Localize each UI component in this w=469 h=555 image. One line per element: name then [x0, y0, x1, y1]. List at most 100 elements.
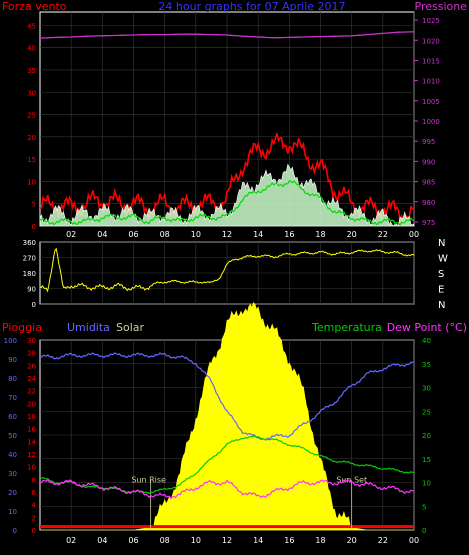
compass-label: N [438, 300, 445, 311]
direction-panel-marks [39, 247, 415, 293]
temp-tick-label: 10 [422, 480, 431, 488]
humidity-tick-label: 10 [8, 508, 17, 516]
gust-series-line [39, 132, 415, 225]
wind-average-series-line [39, 180, 415, 226]
x-tick-label: 00 [409, 536, 419, 545]
rain-series-bar [40, 525, 414, 529]
rain-tick-label: 12 [27, 451, 36, 459]
rain-tick-label: 22 [27, 388, 36, 396]
temp-tick-label: 40 [422, 337, 431, 345]
left-tick-label: 40 [27, 45, 36, 53]
x-tick-label: 06 [128, 536, 138, 545]
wind-panel-title: 24 hour graphs for 07 Aprile 2017 [158, 0, 345, 13]
temp-tick-label: 30 [422, 385, 431, 393]
wind-direction-series-line [39, 247, 415, 293]
humidity-tick-label: 30 [8, 470, 17, 478]
right-tick-label: 1025 [422, 17, 440, 25]
humidity-tick-label: 70 [8, 394, 17, 402]
dewpoint-axis-label: Dew Point (°C) [387, 321, 467, 334]
right-tick-label: 990 [422, 158, 435, 166]
humidity-tick-label: 80 [8, 375, 17, 383]
left-tick-label: 15 [27, 156, 36, 164]
x-tick-label: 20 [347, 536, 357, 545]
x-tick-label: 22 [378, 230, 388, 239]
left-tick-label: 10 [27, 178, 36, 186]
rain-tick-label: 18 [27, 413, 36, 421]
wind-panel-ticks: 0510152025303540459759809859909951000100… [27, 17, 440, 239]
rain-tick-label: 8 [32, 476, 36, 484]
direction-tick-label: 360 [23, 239, 36, 247]
wind-panel-marks [39, 31, 415, 227]
x-tick-label: 18 [315, 230, 325, 239]
rain-tick-label: 26 [27, 362, 36, 370]
wind-panel-right-label: Pressione [415, 0, 468, 13]
left-tick-label: 5 [32, 201, 36, 209]
rain-tick-label: 14 [27, 438, 36, 446]
compass-label: S [438, 269, 444, 280]
humidity-tick-label: 50 [8, 432, 17, 440]
humidity-tick-label: 90 [8, 356, 17, 364]
x-tick-label: 02 [66, 536, 76, 545]
rain-tick-label: 30 [27, 337, 36, 345]
right-tick-label: 995 [422, 138, 435, 146]
rain-tick-label: 10 [27, 464, 36, 472]
temp-tick-label: 35 [422, 361, 431, 369]
right-tick-label: 975 [422, 219, 435, 227]
x-tick-label: 10 [191, 230, 201, 239]
temp-tick-label: 20 [422, 432, 431, 440]
temp-panel-marks: Sun Rise Sun Set [39, 302, 415, 531]
x-tick-label: 20 [347, 230, 357, 239]
left-tick-label: 0 [32, 223, 36, 231]
left-tick-label: 45 [27, 22, 36, 30]
x-tick-label: 04 [97, 536, 107, 545]
x-tick-label: 12 [222, 536, 232, 545]
compass-label: N [438, 238, 445, 249]
x-tick-label: 08 [160, 536, 170, 545]
right-tick-label: 985 [422, 179, 435, 187]
pressure-series-line [39, 31, 415, 39]
direction-tick-label: 0 [32, 301, 36, 309]
rain-axis-label: Pioggia [2, 321, 42, 334]
humidity-tick-label: 20 [8, 489, 17, 497]
direction-tick-label: 180 [23, 270, 36, 278]
x-tick-label: 12 [222, 230, 232, 239]
x-tick-label: 04 [97, 230, 107, 239]
temp-tick-label: 5 [422, 503, 426, 511]
humidity-axis-label: Umidita [67, 321, 110, 334]
left-tick-label: 30 [27, 89, 36, 97]
humidity-tick-label: 100 [4, 337, 17, 345]
rain-tick-label: 28 [27, 350, 36, 358]
rain-tick-label: 4 [32, 502, 37, 510]
rain-tick-label: 16 [27, 426, 36, 434]
humidity-series-line [40, 352, 415, 441]
left-tick-label: 20 [27, 134, 36, 142]
x-tick-label: 16 [284, 536, 294, 545]
humidity-tick-label: 0 [13, 527, 17, 535]
temp-panel-ticks: 0510152025303540010203040506070809010002… [4, 337, 431, 545]
rain-tick-label: 20 [27, 400, 36, 408]
sun-set-label: Sun Set [336, 476, 367, 485]
x-tick-label: 22 [378, 536, 388, 545]
temp-tick-label: 15 [422, 456, 431, 464]
direction-tick-label: 270 [23, 255, 36, 263]
rain-tick-label: 0 [32, 527, 36, 535]
right-tick-label: 1000 [422, 118, 440, 126]
rain-tick-label: 24 [27, 375, 36, 383]
right-tick-label: 1015 [422, 57, 440, 65]
x-tick-label: 14 [253, 536, 263, 545]
x-tick-label: 00 [409, 230, 419, 239]
dewpoint-series-line [40, 479, 415, 500]
x-tick-label: 08 [160, 230, 170, 239]
rain-tick-label: 6 [32, 489, 37, 497]
x-tick-label: 14 [253, 230, 263, 239]
x-tick-label: 16 [284, 230, 294, 239]
humidity-tick-label: 40 [8, 451, 17, 459]
compass-label: E [438, 285, 444, 296]
x-tick-label: 02 [66, 230, 76, 239]
sun-rise-label: Sun Rise [131, 476, 166, 485]
right-tick-label: 1005 [422, 98, 440, 106]
wind-panel-left-label: Forza vento [2, 0, 67, 13]
temperature-axis-label: Temperatura [311, 321, 382, 334]
